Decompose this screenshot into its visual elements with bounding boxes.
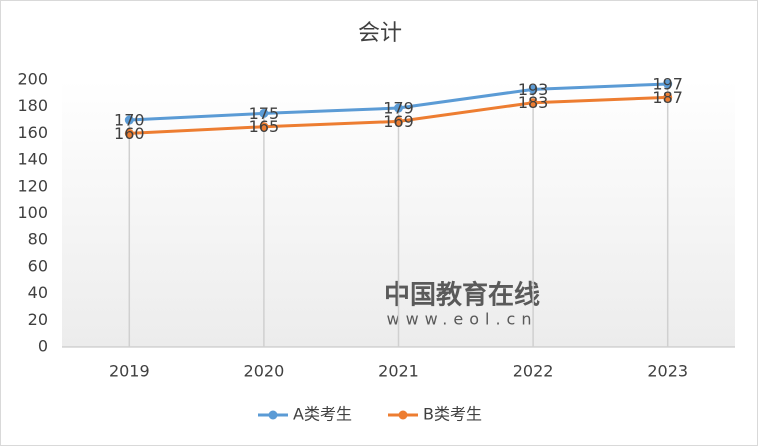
legend-label: A类考生 [293, 405, 352, 424]
data-label: 175 [249, 104, 280, 123]
point [663, 92, 673, 102]
point [259, 108, 269, 118]
data-label: 170 [114, 111, 145, 130]
x-tick-label: 2022 [513, 362, 554, 381]
y-tick-label: 100 [17, 203, 48, 222]
legend-marker [268, 410, 278, 420]
data-label: 179 [383, 99, 414, 118]
point [528, 84, 538, 94]
data-label: 160 [114, 124, 145, 143]
chart-title: 会计 [358, 21, 402, 46]
y-tick-label: 40 [28, 283, 48, 302]
point [394, 103, 403, 113]
y-tick-label: 160 [17, 123, 48, 142]
data-label: 193 [518, 80, 549, 99]
x-tick-label: 2023 [647, 362, 688, 381]
legend-marker [398, 410, 408, 420]
data-label: 183 [518, 93, 549, 112]
data-label: 169 [383, 112, 414, 131]
watermark: www.eol.cn [387, 310, 538, 329]
y-tick-label: 0 [38, 337, 48, 356]
data-label: 165 [249, 117, 280, 136]
legend-label: B类考生 [423, 405, 482, 424]
y-tick-label: 200 [17, 70, 48, 89]
y-tick-label: 60 [28, 256, 48, 275]
point [394, 116, 403, 126]
data-label: 187 [652, 88, 683, 107]
data-label: 197 [652, 75, 683, 94]
point [528, 98, 538, 108]
y-tick-label: 140 [17, 150, 48, 169]
y-tick-label: 120 [17, 176, 48, 195]
point [663, 79, 673, 89]
y-tick-label: 80 [28, 230, 48, 249]
point [259, 122, 269, 132]
x-tick-label: 2019 [109, 362, 150, 381]
x-tick-label: 2020 [244, 362, 285, 381]
point [124, 115, 134, 125]
y-tick-label: 180 [17, 96, 48, 115]
x-tick-label: 2021 [378, 362, 419, 381]
watermark: 中国教育在线 [384, 280, 540, 311]
y-tick-label: 20 [28, 310, 48, 329]
point [124, 128, 134, 138]
